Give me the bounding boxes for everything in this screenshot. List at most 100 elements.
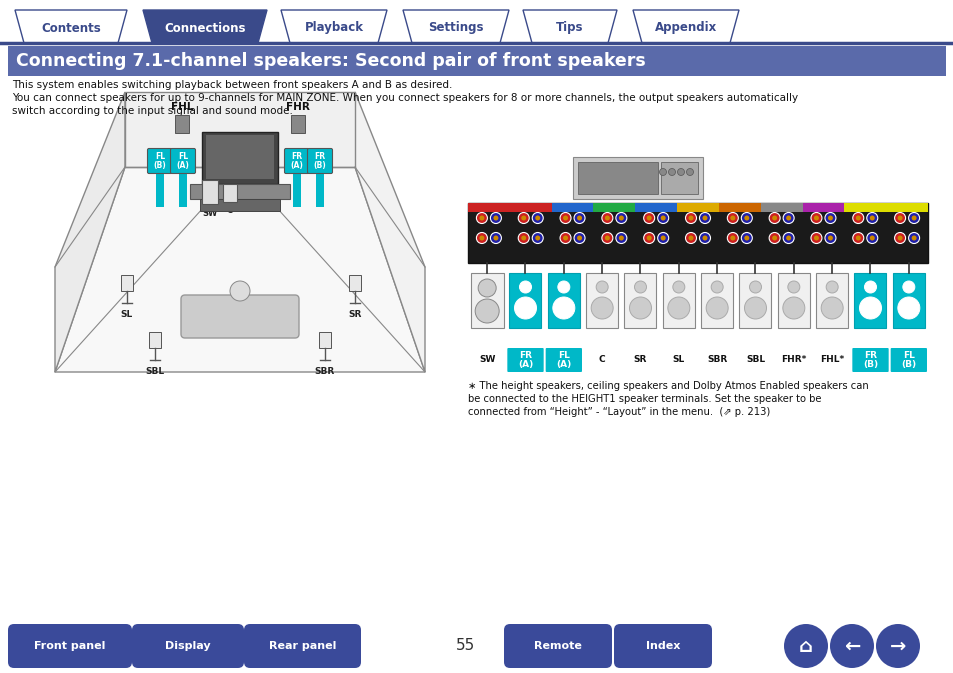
Circle shape: [699, 213, 710, 223]
Circle shape: [479, 215, 484, 221]
Bar: [200, 199, 280, 211]
Text: SR: SR: [633, 355, 646, 365]
Circle shape: [701, 236, 707, 240]
Circle shape: [618, 215, 623, 221]
Text: Index: Index: [645, 641, 679, 651]
Text: SBL: SBL: [745, 355, 764, 365]
Text: FR
(B): FR (B): [862, 351, 877, 369]
Circle shape: [616, 213, 626, 223]
Circle shape: [866, 213, 877, 223]
Circle shape: [785, 215, 790, 221]
Circle shape: [477, 279, 496, 297]
Text: ⌂: ⌂: [799, 637, 812, 656]
Circle shape: [730, 215, 735, 221]
Circle shape: [667, 297, 689, 319]
Bar: [578, 162, 658, 194]
Circle shape: [643, 213, 654, 223]
Text: 55: 55: [456, 639, 476, 653]
Text: switch according to the input signal and sound mode.: switch according to the input signal and…: [12, 106, 293, 116]
Circle shape: [710, 281, 722, 293]
Circle shape: [629, 297, 651, 319]
Bar: [739, 273, 771, 328]
Bar: [551, 203, 593, 212]
Circle shape: [559, 213, 571, 223]
Bar: [8, 46, 945, 76]
Circle shape: [659, 168, 666, 176]
Circle shape: [514, 297, 536, 319]
Text: FR
(A): FR (A): [517, 351, 533, 369]
Circle shape: [517, 213, 529, 223]
Polygon shape: [633, 10, 739, 43]
Circle shape: [591, 297, 613, 319]
Bar: [593, 203, 635, 212]
Circle shape: [577, 236, 581, 240]
Circle shape: [829, 624, 873, 668]
Text: Contents: Contents: [41, 22, 101, 34]
Circle shape: [894, 232, 904, 244]
Circle shape: [897, 236, 902, 240]
Bar: [315, 172, 324, 207]
Circle shape: [668, 168, 675, 176]
Bar: [190, 184, 290, 199]
Bar: [349, 275, 360, 291]
Circle shape: [604, 215, 609, 221]
Circle shape: [782, 232, 793, 244]
Bar: [660, 162, 698, 194]
Circle shape: [535, 215, 539, 221]
FancyBboxPatch shape: [851, 348, 888, 372]
Circle shape: [810, 213, 821, 223]
Bar: [121, 275, 132, 291]
Circle shape: [475, 299, 498, 323]
Text: SW: SW: [202, 209, 217, 218]
Circle shape: [897, 297, 919, 319]
Circle shape: [726, 213, 738, 223]
Circle shape: [490, 213, 501, 223]
Bar: [624, 273, 656, 328]
Text: connected from “Height” - “Layout” in the menu.  (⇗ p. 213): connected from “Height” - “Layout” in th…: [468, 407, 769, 417]
Text: SBR: SBR: [314, 367, 335, 376]
Circle shape: [604, 236, 609, 240]
Bar: [174, 115, 189, 133]
Text: FHL: FHL: [171, 102, 193, 112]
Bar: [843, 203, 885, 212]
Bar: [509, 203, 551, 212]
Text: Appendix: Appendix: [654, 22, 717, 34]
Circle shape: [813, 236, 818, 240]
Text: FHL*: FHL*: [820, 355, 843, 365]
Circle shape: [825, 281, 838, 293]
Text: Display: Display: [165, 641, 211, 651]
Circle shape: [559, 232, 571, 244]
Circle shape: [821, 297, 842, 319]
FancyBboxPatch shape: [8, 624, 132, 668]
Circle shape: [685, 213, 696, 223]
Circle shape: [574, 232, 584, 244]
Bar: [662, 273, 694, 328]
Circle shape: [911, 236, 916, 240]
Bar: [854, 273, 885, 328]
Bar: [468, 203, 927, 263]
Circle shape: [894, 213, 904, 223]
Circle shape: [730, 236, 735, 240]
Circle shape: [771, 215, 777, 221]
Circle shape: [476, 232, 487, 244]
Text: FR
(A): FR (A): [291, 151, 303, 170]
FancyBboxPatch shape: [890, 348, 926, 372]
Circle shape: [601, 213, 612, 223]
Circle shape: [657, 232, 668, 244]
Polygon shape: [522, 10, 617, 43]
Bar: [585, 273, 618, 328]
Text: Front panel: Front panel: [34, 641, 106, 651]
Circle shape: [517, 232, 529, 244]
Circle shape: [657, 213, 668, 223]
Bar: [547, 273, 579, 328]
Circle shape: [902, 281, 914, 293]
Text: →: →: [889, 637, 905, 656]
Circle shape: [532, 213, 542, 223]
Bar: [719, 203, 760, 212]
Circle shape: [562, 215, 567, 221]
Bar: [470, 273, 503, 328]
Text: ←: ←: [842, 637, 860, 656]
Circle shape: [230, 281, 250, 301]
Text: FL
(A): FL (A): [176, 151, 190, 170]
Text: C: C: [598, 355, 605, 365]
